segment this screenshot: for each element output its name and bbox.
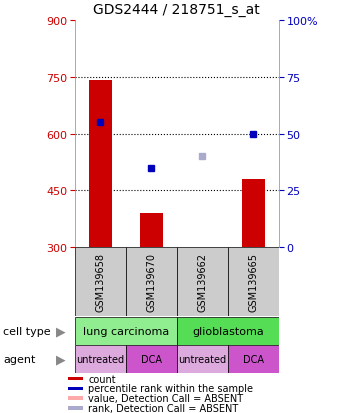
Text: count: count xyxy=(88,374,116,384)
Text: untreated: untreated xyxy=(178,354,226,364)
Bar xyxy=(177,345,228,373)
Bar xyxy=(140,214,163,248)
Text: GSM139658: GSM139658 xyxy=(95,252,105,311)
Text: DCA: DCA xyxy=(141,354,162,364)
Text: rank, Detection Call = ABSENT: rank, Detection Call = ABSENT xyxy=(88,403,239,413)
Text: DCA: DCA xyxy=(243,354,264,364)
Text: percentile rank within the sample: percentile rank within the sample xyxy=(88,384,253,394)
Bar xyxy=(75,248,126,316)
Text: ▶: ▶ xyxy=(56,352,66,366)
Bar xyxy=(177,248,228,316)
Text: GSM139662: GSM139662 xyxy=(197,252,207,311)
Bar xyxy=(177,317,279,345)
Text: ▶: ▶ xyxy=(56,324,66,337)
Bar xyxy=(126,345,177,373)
Bar xyxy=(126,248,177,316)
Text: lung carcinoma: lung carcinoma xyxy=(83,326,169,336)
Bar xyxy=(242,180,265,248)
Text: agent: agent xyxy=(3,354,36,364)
Bar xyxy=(228,248,279,316)
Text: GSM139670: GSM139670 xyxy=(146,252,156,311)
Bar xyxy=(75,345,126,373)
Bar xyxy=(89,81,112,248)
Text: cell type: cell type xyxy=(3,326,51,336)
Text: GSM139665: GSM139665 xyxy=(248,252,258,311)
Bar xyxy=(68,396,83,400)
Bar xyxy=(75,317,177,345)
Text: glioblastoma: glioblastoma xyxy=(192,326,264,336)
Bar xyxy=(68,387,83,390)
Bar xyxy=(68,377,83,380)
Text: untreated: untreated xyxy=(76,354,124,364)
Bar xyxy=(228,345,279,373)
Title: GDS2444 / 218751_s_at: GDS2444 / 218751_s_at xyxy=(94,3,260,17)
Bar xyxy=(68,406,83,410)
Text: value, Detection Call = ABSENT: value, Detection Call = ABSENT xyxy=(88,393,243,403)
